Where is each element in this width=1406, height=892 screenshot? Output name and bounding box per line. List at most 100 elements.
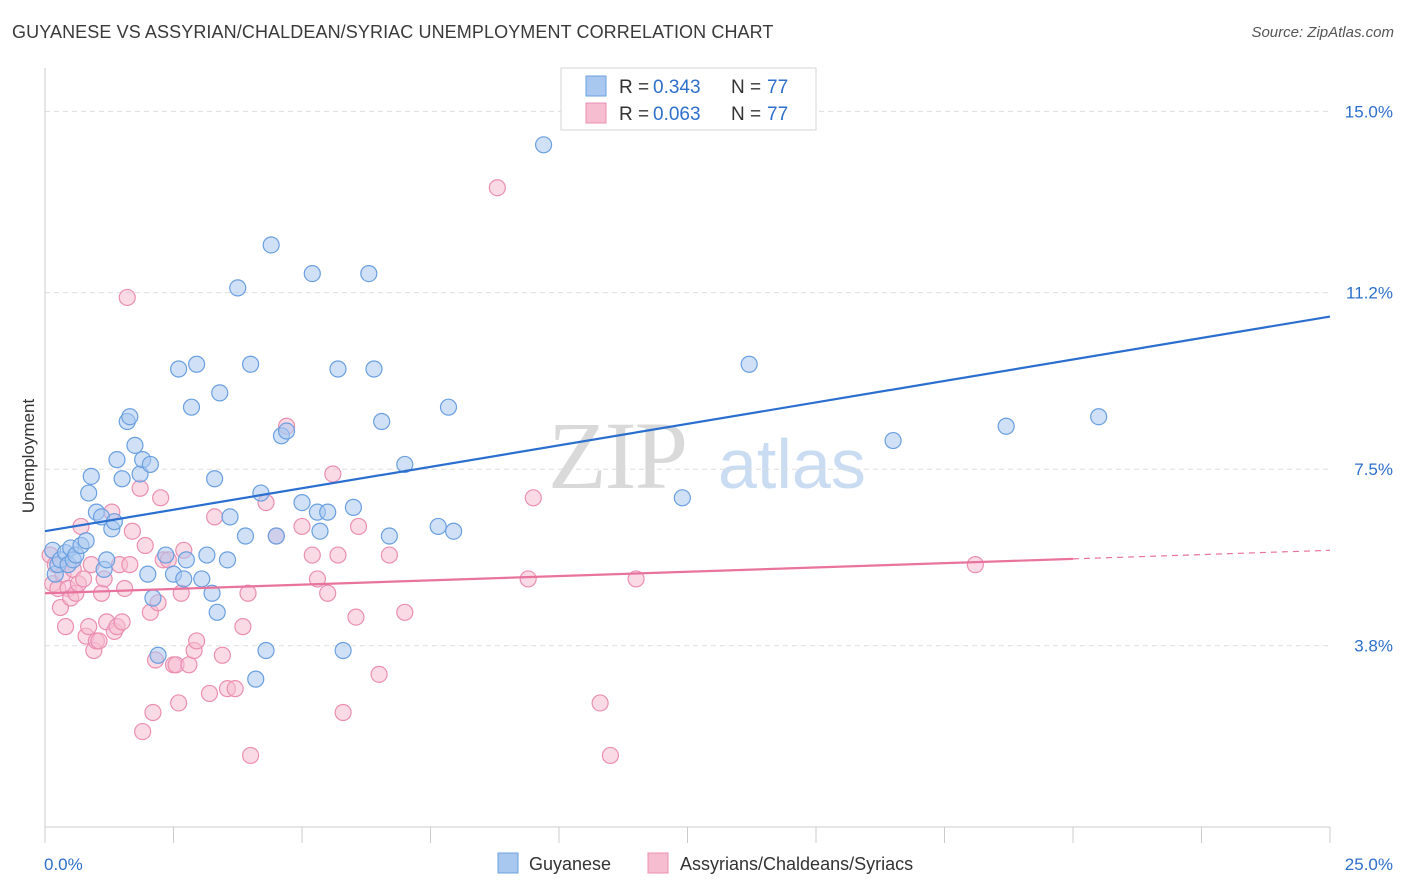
assyrian-point-71 <box>380 546 398 564</box>
guyanese-point-36 <box>188 355 206 373</box>
guyanese-point-23 <box>126 436 144 454</box>
guyanese-point-29 <box>149 646 167 664</box>
guyanese-point-46 <box>236 527 255 545</box>
guyanese-point-12 <box>82 467 100 485</box>
guyanese-point-69 <box>439 398 458 416</box>
y-tick-labels: 3.8% 7.5% 11.2% 15.0% <box>1345 102 1393 655</box>
guyanese-point-61 <box>334 641 352 660</box>
guyanese-point-58 <box>311 522 329 540</box>
assyrian-point-76 <box>591 694 609 712</box>
guyanese-point-16 <box>98 551 116 569</box>
guyanese-point-33 <box>175 570 193 588</box>
gridlines <box>45 110 1330 647</box>
assyrian-point-56 <box>239 584 257 602</box>
assyrian-trend-line <box>44 557 1074 595</box>
legend-swatch-pink <box>585 102 607 124</box>
assyrian-point-52 <box>213 646 231 664</box>
guyanese-point-73 <box>740 355 758 373</box>
watermark-atlas: atlas <box>718 425 866 503</box>
legend-n-value-pink: 77 <box>767 104 788 125</box>
guyanese-point-72 <box>673 489 691 507</box>
stats-legend: R = 0.343 N = 77 R = 0.063 N = 77 <box>560 67 817 131</box>
y-tick-label-2: 11.2% <box>1346 284 1393 303</box>
guyanese-point-62 <box>344 498 362 516</box>
assyrian-point-77 <box>601 746 620 765</box>
guyanese-point-11 <box>80 484 98 502</box>
guyanese-point-63 <box>360 264 378 283</box>
assyrian-point-50 <box>200 684 219 703</box>
guyanese-point-27 <box>141 455 159 474</box>
x-tick-label-1: 25.0% <box>1345 855 1393 874</box>
legend-swatch-assyrian <box>647 852 669 874</box>
assyrian-point-31 <box>123 522 141 540</box>
assyrian-point-47 <box>180 656 198 674</box>
guyanese-point-51 <box>262 236 280 254</box>
guyanese-point-76 <box>1090 408 1108 426</box>
guyanese-point-54 <box>277 422 296 440</box>
assyrian-point-70 <box>370 665 388 683</box>
assyrian-point-65 <box>324 465 342 483</box>
guyanese-point-35 <box>182 398 201 416</box>
assyrian-point-66 <box>329 546 347 564</box>
guyanese-point-32 <box>170 360 188 378</box>
guyanese-point-50 <box>257 641 275 660</box>
assyrian-point-72 <box>396 603 414 621</box>
x-tick-labels: 0.0% 25.0% <box>44 855 1393 874</box>
guyanese-point-26 <box>139 565 157 583</box>
assyrian-point-61 <box>293 517 311 536</box>
guyanese-point-67 <box>396 455 414 474</box>
guyanese-point-18 <box>105 513 123 531</box>
assyrian-point-67 <box>334 703 352 722</box>
guyanese-point-43 <box>218 551 237 569</box>
assyrian-point-75 <box>524 489 542 507</box>
guyanese-point-59 <box>319 503 337 521</box>
legend-n-value-blue: 77 <box>767 77 788 98</box>
series-legend: Guyanese Assyrians/Chaldeans/Syriacs <box>497 852 913 874</box>
y-tick-label-3: 15.0% <box>1345 102 1393 121</box>
assyrian-point-15 <box>80 618 98 636</box>
guyanese-point-49 <box>252 484 270 502</box>
assyrian-point-6 <box>56 618 75 636</box>
assyrian-point-27 <box>113 613 131 631</box>
guyanese-point-28 <box>144 589 162 607</box>
assyrian-point-73 <box>488 179 506 197</box>
legend-r-value-pink: 0.063 <box>653 104 701 125</box>
guyanese-point-39 <box>203 584 221 602</box>
guyanese-point-74 <box>884 431 902 450</box>
assyrian-point-32 <box>131 479 149 497</box>
assyrian-point-28 <box>116 579 134 598</box>
legend-label-assyrian: Assyrians/Chaldeans/Syriacs <box>680 854 913 874</box>
x-tick-label-0: 0.0% <box>44 855 83 874</box>
assyrian-point-55 <box>234 618 252 636</box>
assyrian-point-68 <box>347 608 365 626</box>
assyrian-point-57 <box>242 746 260 765</box>
legend-r-label-pink: R = <box>619 104 649 125</box>
y-axis-title: Unemployment <box>19 399 38 514</box>
assyrian-point-64 <box>319 584 337 602</box>
assyrian-point-33 <box>134 722 152 741</box>
legend-n-label-blue: N = <box>731 77 761 98</box>
guyanese-point-55 <box>293 493 311 512</box>
guyanese-point-42 <box>211 384 229 402</box>
axes <box>44 68 1331 843</box>
assyrian-point-54 <box>226 680 244 698</box>
guyanese-point-66 <box>380 527 398 545</box>
assyrian-point-13 <box>74 570 93 588</box>
guyanese-point-68 <box>429 517 447 536</box>
assyrian-point-39 <box>152 489 170 507</box>
assyrian-point-44 <box>170 694 188 712</box>
guyanese-point-64 <box>365 360 383 378</box>
guyanese-point-70 <box>445 522 463 540</box>
guyanese-point-30 <box>157 546 175 564</box>
guyanese-point-56 <box>303 264 321 283</box>
guyanese-point-65 <box>373 412 391 431</box>
guyanese-point-47 <box>242 355 260 373</box>
legend-n-label-pink: N = <box>731 104 761 125</box>
assyrian-point-34 <box>136 536 154 555</box>
guyanese-point-45 <box>229 279 247 297</box>
assyrian-point-78 <box>627 570 645 588</box>
guyanese-point-19 <box>108 451 126 469</box>
assyrian-point-49 <box>188 632 206 650</box>
guyanese-point-75 <box>997 417 1015 435</box>
